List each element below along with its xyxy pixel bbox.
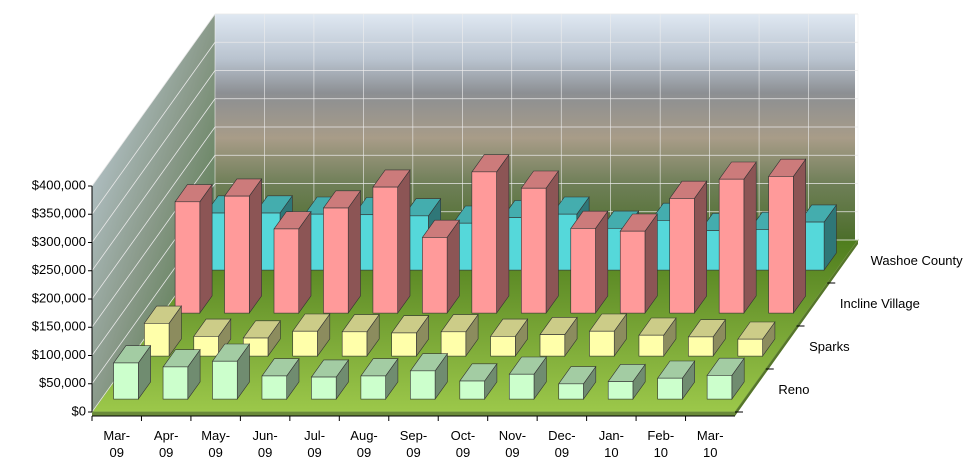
bar-front: [707, 375, 732, 399]
bar-front: [361, 376, 386, 399]
x-tick-label: Nov-09: [495, 427, 529, 461]
bar-side: [744, 162, 756, 313]
y-tick-label: $200,000: [32, 290, 86, 305]
bar: [670, 181, 707, 313]
bar-front: [274, 229, 299, 313]
bar-front: [769, 176, 794, 313]
x-tick-label: Mar-09: [100, 427, 134, 461]
bar-front: [311, 377, 336, 399]
bar-front: [559, 384, 584, 399]
legend-label: Sparks: [809, 339, 850, 354]
bar-front: [571, 228, 596, 313]
floor-edge: [92, 412, 735, 416]
bar-side: [200, 185, 212, 314]
x-tick-label: Mar-10: [693, 427, 727, 461]
bar-front: [262, 376, 287, 399]
chart: $0 $50,000 $100,000 $150,000 $200,000 $250,00…: [0, 0, 974, 463]
bar: [373, 170, 410, 313]
y-tick-label: $300,000: [32, 234, 86, 249]
bar-front: [163, 367, 188, 399]
bar-front: [213, 361, 238, 399]
bar-front: [509, 374, 534, 399]
legend-label: Washoe County: [871, 253, 964, 268]
bar-side: [348, 191, 360, 313]
y-tick-label: $50,000: [39, 375, 86, 390]
y-tick-label: $100,000: [32, 347, 86, 362]
bar-front: [422, 237, 447, 313]
bar-side: [497, 155, 509, 313]
legend-label: Incline Village: [840, 296, 920, 311]
y-tick-label: $150,000: [32, 319, 86, 334]
bar-front: [639, 335, 664, 356]
bar-side: [596, 211, 608, 313]
bar: [620, 214, 657, 313]
y-tick-label: $400,000: [32, 177, 86, 192]
bar-front: [540, 335, 565, 356]
bar: [323, 191, 360, 313]
x-tick-label: May-09: [199, 427, 233, 461]
y-tick-label: $250,000: [32, 262, 86, 277]
y-tick-label: $0: [72, 403, 86, 418]
bar-front: [175, 202, 200, 313]
bar-front: [608, 382, 633, 400]
bar-side: [398, 170, 410, 313]
bar-front: [225, 196, 250, 313]
bar-front: [738, 339, 763, 356]
bar-side: [793, 159, 805, 313]
bar-side: [694, 181, 706, 313]
bar: [571, 211, 608, 313]
bar-front: [670, 198, 695, 313]
x-tick-label: Jun-09: [248, 427, 282, 461]
bar: [472, 155, 509, 313]
x-tick-label: Apr-09: [149, 427, 183, 461]
x-tick-label: Sep-09: [397, 427, 431, 461]
bar: [521, 171, 558, 313]
bar-front: [460, 381, 485, 399]
bar-front: [491, 336, 516, 356]
bar-front: [441, 332, 466, 356]
bar-side: [249, 179, 261, 313]
chart-container: $0 $50,000 $100,000 $150,000 $200,000 $250,00…: [0, 0, 974, 463]
bar-front: [589, 331, 614, 356]
bar-front: [688, 337, 713, 356]
bar: [225, 179, 262, 313]
x-tick-label: Dec-09: [545, 427, 579, 461]
bar-front: [323, 208, 348, 313]
bar-front: [392, 333, 417, 356]
bar: [175, 185, 212, 314]
bar-side: [299, 212, 311, 313]
bar: [719, 162, 756, 313]
bar-side: [546, 171, 558, 313]
bar: [769, 159, 806, 313]
bar-front: [521, 188, 546, 313]
bar-front: [114, 363, 139, 399]
bar-front: [293, 331, 318, 356]
y-tick-label: $350,000: [32, 206, 86, 221]
x-tick-label: Feb-10: [644, 427, 678, 461]
bar-front: [658, 378, 683, 399]
bar-front: [472, 172, 497, 313]
x-tick-label: Aug-09: [347, 427, 381, 461]
bar-front: [719, 179, 744, 313]
bar-front: [373, 187, 398, 313]
bar: [422, 220, 459, 313]
bar: [274, 212, 311, 313]
x-tick-label: Jan-10: [594, 427, 628, 461]
bar-front: [410, 371, 435, 399]
bar-front: [342, 332, 367, 356]
x-tick-label: Jul-09: [298, 427, 332, 461]
bar-front: [620, 231, 645, 313]
legend-label: Reno: [778, 382, 809, 397]
x-tick-label: Oct-09: [446, 427, 480, 461]
